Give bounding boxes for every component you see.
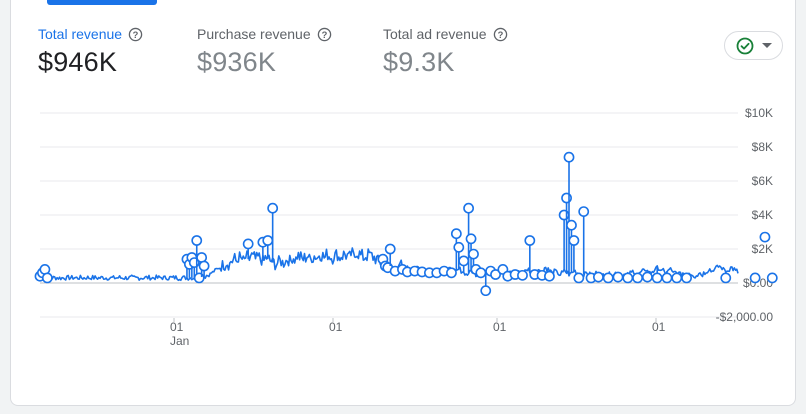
anomaly-marker — [446, 267, 457, 279]
metric-value: $936K — [197, 47, 277, 77]
anomaly-marker — [458, 255, 470, 267]
anomaly-marker — [602, 272, 614, 284]
anomaly-marker — [480, 285, 492, 297]
y-tick-label: $8K — [752, 140, 773, 154]
anomaly-marker — [453, 241, 465, 253]
anomaly-marker — [490, 269, 501, 280]
help-icon[interactable]: ? — [493, 27, 508, 42]
anomaly-marker — [578, 206, 590, 217]
anomaly-marker — [475, 267, 487, 279]
metric-label: Total ad revenue — [383, 26, 487, 42]
anomaly-marker — [612, 271, 624, 283]
y-tick-label: -$2,000.00 — [716, 310, 774, 324]
active-metric-indicator — [47, 0, 157, 5]
anomaly-marker — [661, 272, 673, 284]
anomaly-marker — [267, 202, 279, 214]
help-icon[interactable]: ? — [317, 27, 332, 42]
anomaly-marker — [681, 272, 692, 284]
y-tick-label: $6K — [752, 174, 773, 188]
anomaly-marker — [41, 272, 53, 284]
anomaly-marker — [450, 228, 462, 240]
anomaly-marker — [566, 219, 577, 231]
anomaly-marker — [749, 272, 761, 284]
help-icon[interactable]: ? — [128, 27, 143, 42]
metric-value: $9.3K — [383, 47, 455, 77]
anomaly-marker — [593, 271, 604, 283]
svg-text:?: ? — [321, 29, 327, 39]
metric-purchase-revenue[interactable]: Purchase revenue ? $936K — [197, 26, 332, 78]
anomaly-marker — [651, 272, 663, 284]
status-dropdown-button[interactable] — [724, 31, 783, 60]
x-tick-label: 01 — [329, 320, 343, 334]
anomaly-marker — [463, 202, 474, 214]
anomaly-marker — [465, 233, 477, 245]
check-circle-icon — [736, 37, 753, 54]
anomaly-marker — [262, 235, 274, 246]
metric-label: Purchase revenue — [197, 26, 311, 42]
metric-label: Total revenue — [38, 26, 123, 42]
anomaly-marker — [671, 272, 683, 284]
metric-total-ad-revenue[interactable]: Total ad revenue ? $9.3K — [383, 26, 508, 78]
anomaly-marker — [468, 248, 479, 260]
anomaly-marker — [544, 270, 555, 282]
y-tick-label: $4K — [752, 208, 773, 222]
anomaly-marker — [759, 231, 771, 243]
anomaly-marker — [720, 272, 732, 284]
anomaly-marker — [242, 238, 254, 250]
metric-total-revenue[interactable]: Total revenue ? $946K — [38, 26, 143, 78]
revenue-card: Total revenue ? $946K Purchase revenue ?… — [10, 0, 796, 406]
anomaly-marker — [198, 260, 210, 272]
svg-text:?: ? — [133, 29, 139, 39]
anomaly-marker — [384, 243, 396, 255]
caret-down-icon — [761, 42, 772, 48]
y-tick-label: $2K — [752, 242, 773, 256]
anomaly-marker — [524, 235, 536, 246]
metric-value: $946K — [38, 47, 118, 77]
x-tick-label: 01 — [652, 320, 666, 334]
x-tick-sublabel: Jan — [170, 334, 189, 348]
anomaly-marker — [622, 272, 634, 284]
x-tick-label: 01 — [493, 320, 507, 334]
anomaly-marker — [517, 269, 528, 281]
x-tick-label: 01 — [170, 320, 184, 334]
anomaly-marker — [563, 151, 575, 163]
anomaly-marker — [568, 235, 580, 246]
anomaly-marker — [766, 272, 778, 284]
anomaly-marker — [632, 272, 643, 284]
svg-text:?: ? — [497, 29, 503, 39]
anomaly-marker — [191, 235, 203, 246]
anomaly-marker — [641, 271, 653, 283]
anomaly-marker — [573, 272, 585, 284]
y-tick-label: $10K — [745, 106, 773, 120]
